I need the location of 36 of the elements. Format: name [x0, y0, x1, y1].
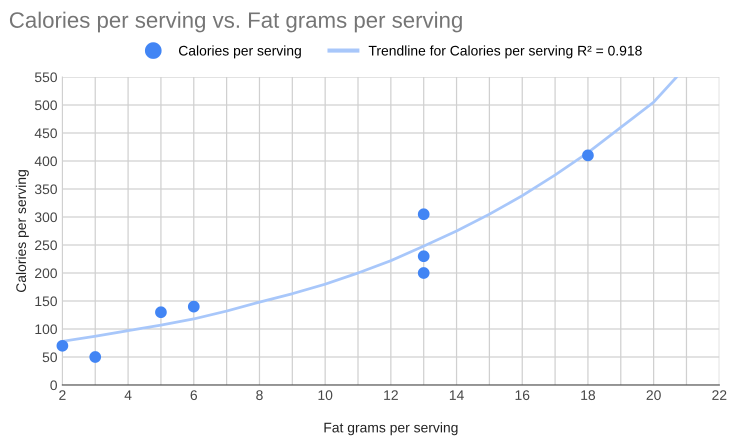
legend-label: Trendline for Calories per serving R² = 0.918 [368, 45, 642, 58]
point [155, 306, 167, 318]
y-tick-label: 350 [34, 184, 57, 194]
y-tick-label: 300 [34, 212, 57, 222]
point [188, 300, 200, 312]
y-axis-title: Calories per serving [16, 170, 29, 292]
x-axis-title: Fat grams per serving [324, 422, 458, 436]
y-tick-label: 250 [35, 240, 57, 250]
x-tick-label: 22 [712, 390, 726, 400]
x-tick-label: 18 [581, 390, 596, 400]
y-tick-label: 50 [42, 352, 57, 362]
x-tick-label: 8 [256, 390, 263, 400]
point [56, 340, 68, 352]
y-tick-label: 200 [35, 268, 57, 278]
y-tick-label: 150 [35, 296, 57, 306]
y-tick-label: 0 [50, 380, 57, 390]
x-tick-label: 14 [450, 390, 464, 400]
x-tick-label: 16 [516, 390, 530, 400]
point [418, 250, 430, 262]
point [89, 351, 102, 363]
legend-label: Calories per serving [178, 45, 301, 58]
x-tick-label: 20 [646, 390, 661, 400]
x-tick-label: 6 [190, 390, 198, 400]
y-tick-label: 500 [34, 100, 57, 110]
point [418, 267, 430, 279]
y-tick-label: 550 [34, 72, 57, 82]
y-tick-label: 100 [35, 324, 57, 334]
y-tick-label: 450 [34, 128, 57, 138]
chart-title: Calories per serving vs. Fat grams per serving [10, 12, 462, 32]
point [582, 150, 594, 162]
x-tick-label: 2 [59, 390, 66, 400]
x-tick-label: 4 [124, 390, 132, 400]
y-tick-label: 400 [34, 156, 57, 166]
x-tick-label: 12 [384, 390, 398, 400]
point [418, 208, 430, 220]
x-tick-label: 10 [318, 390, 332, 400]
